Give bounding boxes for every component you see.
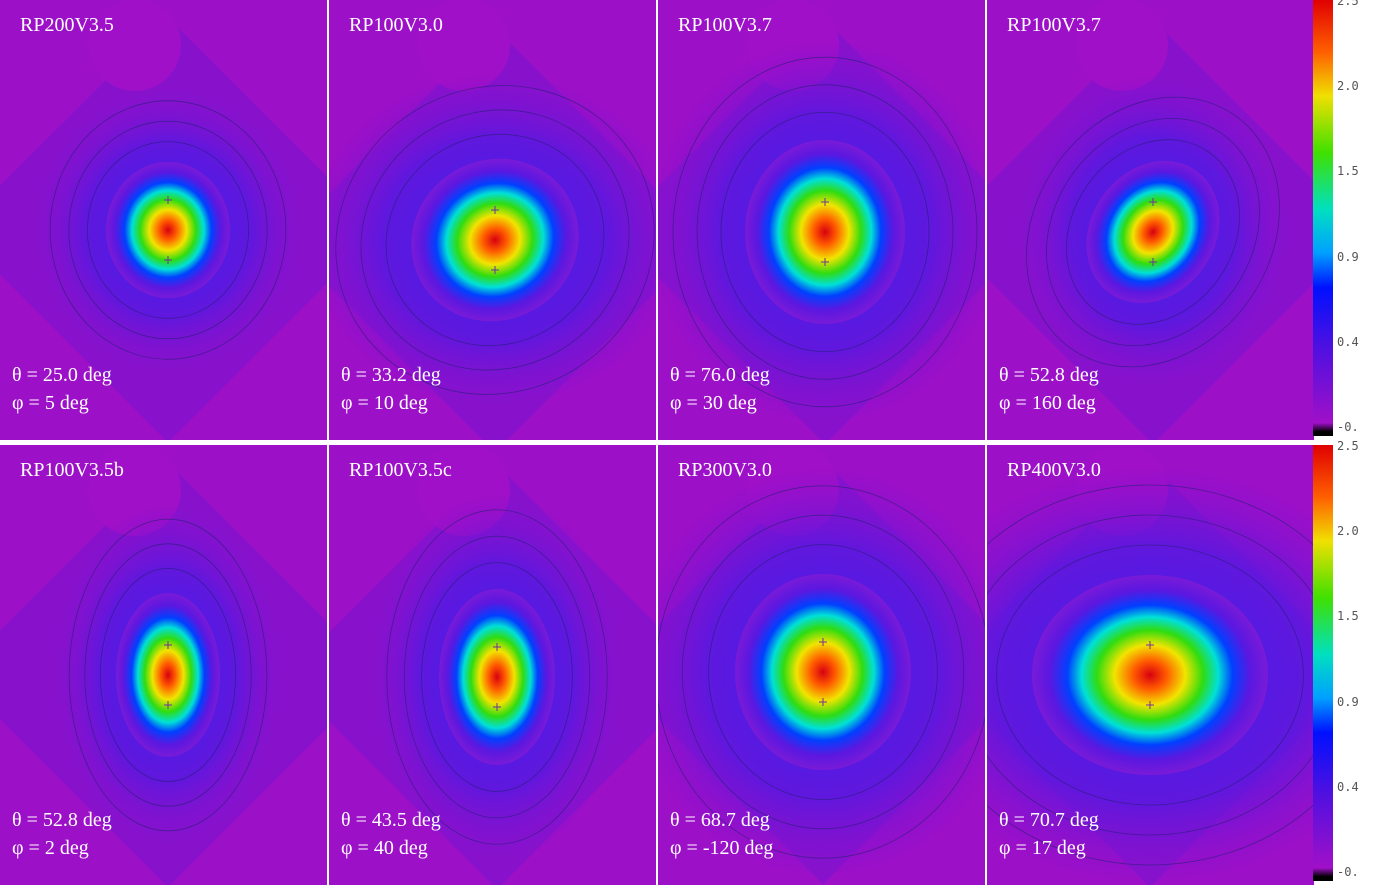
theta-label: θ = 33.2 deg xyxy=(341,364,441,387)
colorbar-tick: 0.9 xyxy=(1337,695,1359,709)
colorbar-tick: -0. xyxy=(1337,420,1359,434)
blob xyxy=(116,593,220,757)
colorbar-tick: 0.9 xyxy=(1337,250,1359,264)
colorbar-tick: 0.4 xyxy=(1337,780,1359,794)
panel: RP100V3.5b θ = 52.8 deg φ = 2 deg xyxy=(0,445,327,885)
colorbar xyxy=(1313,445,1333,881)
blob xyxy=(1032,575,1268,775)
theta-label: θ = 70.7 deg xyxy=(999,809,1099,832)
theta-label: θ = 52.8 deg xyxy=(12,809,112,832)
colorbar-tick: -0. xyxy=(1337,865,1359,879)
colorbar-tick: 2.5 xyxy=(1337,439,1359,453)
panel-name: RP100V3.0 xyxy=(349,14,443,37)
phi-label: φ = 5 deg xyxy=(12,392,89,415)
blob xyxy=(106,162,230,298)
panel-name: RP100V3.5b xyxy=(20,459,124,482)
panel: RP100V3.5c θ = 43.5 deg φ = 40 deg xyxy=(329,445,656,885)
colorbar-tick: 2.0 xyxy=(1337,524,1359,538)
panel-name: RP100V3.7 xyxy=(678,14,772,37)
panel: RP200V3.5 θ = 25.0 deg φ = 5 deg xyxy=(0,0,327,440)
panel: RP300V3.0 θ = 68.7 deg φ = -120 deg xyxy=(658,445,985,885)
phi-label: φ = 160 deg xyxy=(999,392,1096,415)
phi-label: φ = -120 deg xyxy=(670,837,773,860)
theta-label: θ = 43.5 deg xyxy=(341,809,441,832)
panel: RP100V3.7 θ = 52.8 deg φ = 160 deg xyxy=(987,0,1314,440)
colorbar-ticks: 2.5 2.0 1.5 0.9 0.4 -0. xyxy=(1337,0,1359,434)
phi-label: φ = 17 deg xyxy=(999,837,1086,860)
panel-name: RP400V3.0 xyxy=(1007,459,1101,482)
colorbar-tick: 2.5 xyxy=(1337,0,1359,8)
panel-name: RP300V3.0 xyxy=(678,459,772,482)
phi-label: φ = 2 deg xyxy=(12,837,89,860)
theta-label: θ = 52.8 deg xyxy=(999,364,1099,387)
phi-label: φ = 40 deg xyxy=(341,837,428,860)
theta-label: θ = 76.0 deg xyxy=(670,364,770,387)
theta-label: θ = 68.7 deg xyxy=(670,809,770,832)
theta-label: θ = 25.0 deg xyxy=(12,364,112,387)
panel-name: RP100V3.5c xyxy=(349,459,452,482)
panel: RP100V3.0 θ = 33.2 deg φ = 10 deg xyxy=(329,0,656,440)
phi-label: φ = 30 deg xyxy=(670,392,757,415)
colorbar-ticks: 2.5 2.0 1.5 0.9 0.4 -0. xyxy=(1337,439,1359,879)
colorbar-tick: 1.5 xyxy=(1337,609,1359,623)
figure: RP200V3.5 θ = 25.0 deg φ = 5 deg RP100V3.0 θ… xyxy=(0,0,1395,888)
colorbar xyxy=(1313,0,1333,436)
blob xyxy=(439,589,555,765)
panel-name: RP100V3.7 xyxy=(1007,14,1101,37)
panel-name: RP200V3.5 xyxy=(20,14,114,37)
colorbar-tick: 2.0 xyxy=(1337,79,1359,93)
colorbar-tick: 0.4 xyxy=(1337,335,1359,349)
blob xyxy=(745,140,905,324)
panel: RP100V3.7 θ = 76.0 deg φ = 30 deg xyxy=(658,0,985,440)
blob xyxy=(735,574,911,770)
phi-label: φ = 10 deg xyxy=(341,392,428,415)
colorbar-tick: 1.5 xyxy=(1337,164,1359,178)
panel: RP400V3.0 θ = 70.7 deg φ = 17 deg xyxy=(987,445,1314,885)
